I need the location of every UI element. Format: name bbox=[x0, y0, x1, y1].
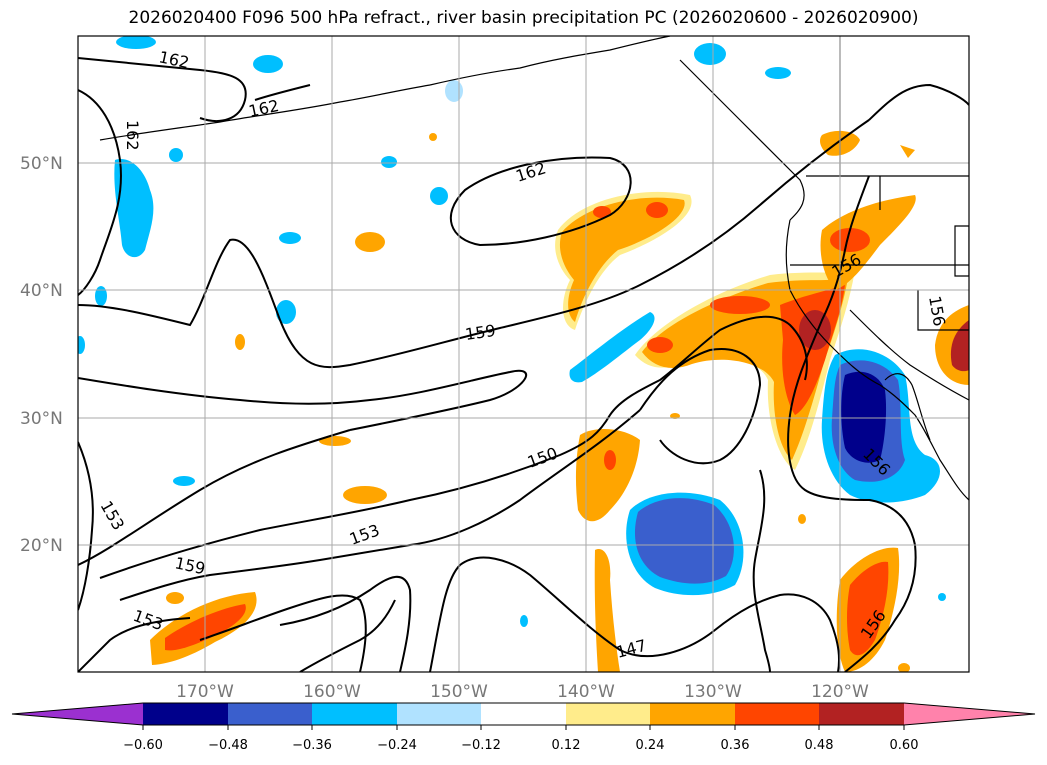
colorbar-tick-label: 0.12 bbox=[552, 738, 581, 753]
contour-label: 159 bbox=[464, 321, 497, 344]
colorbar-tick-label: −0.60 bbox=[123, 738, 163, 753]
lat-label: 40°N bbox=[20, 281, 63, 301]
colorbar-max-extension bbox=[904, 703, 1035, 725]
colorbar-min-extension bbox=[12, 703, 143, 725]
colorbar-bin bbox=[735, 703, 819, 725]
colorbar-bin bbox=[397, 703, 481, 725]
colorbar-bin bbox=[228, 703, 312, 725]
map-frame bbox=[77, 35, 970, 673]
colorbar-bin bbox=[566, 703, 650, 725]
colorbar-ticks bbox=[142, 725, 905, 730]
lat-label: 50°N bbox=[20, 154, 63, 174]
lon-label: 150°W bbox=[430, 682, 488, 702]
colorbar-tick-label: 0.60 bbox=[890, 738, 919, 753]
colorbar-bin bbox=[819, 703, 904, 725]
contour-lines bbox=[78, 57, 969, 672]
colorbar-tick-label: −0.12 bbox=[461, 738, 501, 753]
contour-label: 162 bbox=[123, 120, 142, 151]
colorbar-tick-label: 0.48 bbox=[805, 738, 834, 753]
colorbar-tick-label: −0.36 bbox=[292, 738, 332, 753]
colorbar-tick-label: −0.48 bbox=[208, 738, 248, 753]
map-title: 2026020400 F096 500 hPa refract., river … bbox=[128, 8, 919, 28]
lat-label: 20°N bbox=[20, 536, 63, 556]
colorbar-tick-label: −0.24 bbox=[377, 738, 417, 753]
colorbar-bin bbox=[481, 703, 566, 725]
colorbar-tick-label: 0.36 bbox=[721, 738, 750, 753]
lon-label: 120°W bbox=[811, 682, 869, 702]
negative-shading bbox=[78, 36, 946, 627]
colorbar-bin bbox=[650, 703, 735, 725]
positive-shading bbox=[150, 130, 969, 672]
colorbar-bin bbox=[312, 703, 397, 725]
lat-labels: 50°N 40°N 30°N 20°N bbox=[20, 154, 63, 556]
gridlines bbox=[78, 36, 969, 672]
lon-label: 130°W bbox=[684, 682, 742, 702]
lon-label: 160°W bbox=[303, 682, 361, 702]
lon-labels: 170°W 160°W 150°W 140°W 130°W 120°W bbox=[176, 682, 869, 702]
map-area: 162 162 162 162 159 159 156 156 156 156 … bbox=[78, 36, 969, 672]
colorbar-bin bbox=[143, 703, 228, 725]
colorbar-tick-label: 0.24 bbox=[636, 738, 665, 753]
colorbar: −0.60 −0.48 −0.36 −0.24 −0.12 0.12 0.24 … bbox=[11, 702, 1036, 753]
lon-label: 170°W bbox=[176, 682, 234, 702]
lon-label: 140°W bbox=[557, 682, 615, 702]
lat-label: 30°N bbox=[20, 409, 63, 429]
